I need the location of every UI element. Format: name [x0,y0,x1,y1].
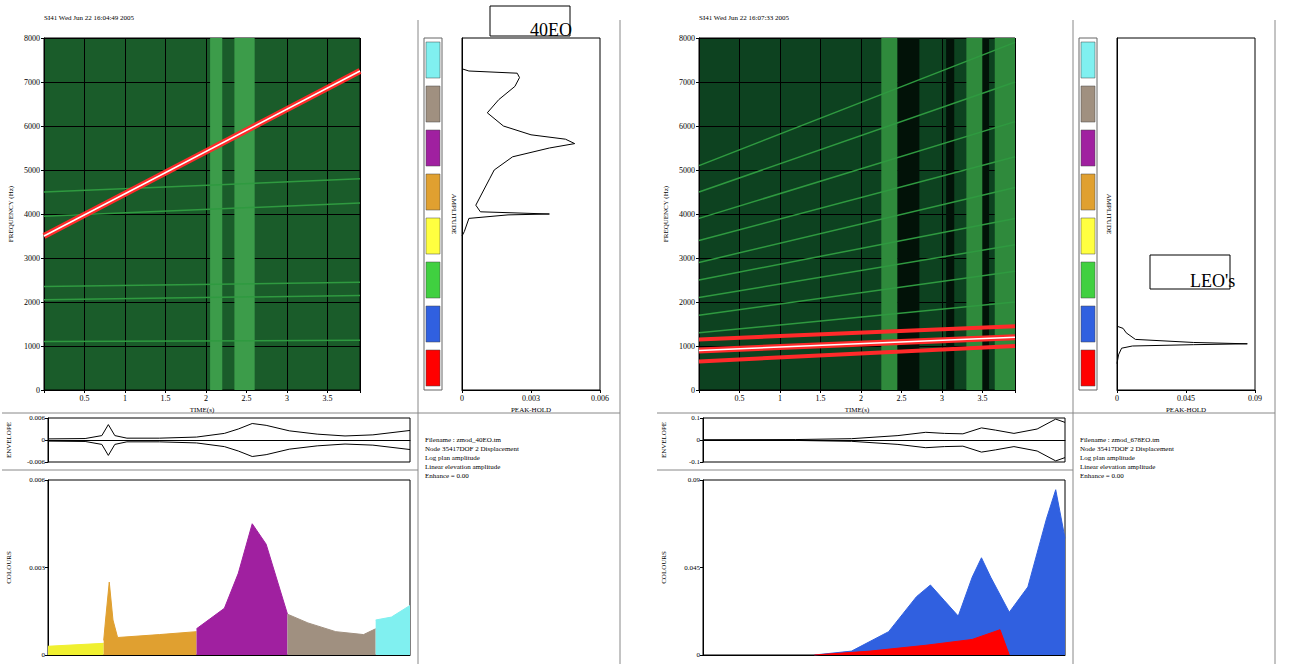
svg-text:0: 0 [697,651,701,659]
svg-text:0.003: 0.003 [522,394,540,403]
svg-text:2: 2 [204,394,208,403]
svg-text:1.5: 1.5 [816,394,826,403]
svg-text:0: 0 [36,386,40,395]
svg-text:0: 0 [460,394,464,403]
svg-text:3: 3 [285,394,289,403]
svg-text:2.5: 2.5 [897,394,907,403]
svg-text:40EO: 40EO [530,20,572,40]
svg-text:Node 35417DOF 2 Displacement: Node 35417DOF 2 Displacement [1080,445,1174,453]
svg-text:Linear elevation amplitude: Linear elevation amplitude [1080,463,1155,471]
svg-text:FREQUENCY (Hz): FREQUENCY (Hz) [7,185,15,242]
svg-text:TIME(s): TIME(s) [845,406,870,414]
svg-text:0.045: 0.045 [684,564,700,572]
svg-text:-0.1: -0.1 [689,458,701,466]
svg-text:Enhance = 0.00: Enhance = 0.00 [425,472,469,480]
svg-text:0.09: 0.09 [688,476,701,484]
svg-text:7000: 7000 [24,78,40,87]
svg-text:AMPLITUDE: AMPLITUDE [1105,194,1113,234]
svg-text:0.003: 0.003 [29,564,45,572]
svg-text:0.5: 0.5 [80,394,90,403]
svg-text:SI41 Wed Jun 22 16:07:33 2005: SI41 Wed Jun 22 16:07:33 2005 [699,14,790,22]
svg-text:8000: 8000 [679,34,695,43]
svg-text:LEO's: LEO's [1190,271,1235,291]
svg-text:0: 0 [691,386,695,395]
svg-text:1000: 1000 [679,342,695,351]
svg-text:2000: 2000 [24,298,40,307]
svg-text:0.006: 0.006 [29,414,45,422]
svg-text:1: 1 [123,394,127,403]
svg-text:2000: 2000 [679,298,695,307]
svg-text:ENVELOPE: ENVELOPE [660,422,668,458]
svg-text:1: 1 [778,394,782,403]
svg-text:5000: 5000 [679,166,695,175]
svg-text:Linear elevation amplitude: Linear elevation amplitude [425,463,500,471]
svg-text:COLOURS: COLOURS [660,551,668,584]
svg-text:Log plan amplitude: Log plan amplitude [425,454,480,462]
svg-text:1000: 1000 [24,342,40,351]
svg-text:3000: 3000 [679,254,695,263]
svg-text:Log plan amplitude: Log plan amplitude [1080,454,1135,462]
svg-text:2: 2 [859,394,863,403]
svg-text:2.5: 2.5 [242,394,252,403]
svg-text:0.006: 0.006 [29,476,45,484]
svg-text:FREQUENCY (Hz): FREQUENCY (Hz) [662,185,670,242]
svg-text:0: 0 [1115,394,1119,403]
svg-text:0: 0 [697,436,701,444]
svg-text:4000: 4000 [679,210,695,219]
svg-text:0.045: 0.045 [1177,394,1195,403]
svg-text:3.5: 3.5 [323,394,333,403]
svg-text:0.09: 0.09 [1248,394,1262,403]
svg-text:0.5: 0.5 [735,394,745,403]
svg-text:8000: 8000 [24,34,40,43]
svg-text:AMPLITUDE: AMPLITUDE [450,194,458,234]
svg-text:7000: 7000 [679,78,695,87]
svg-text:SI41 Wed Jun 22 16:04:49 2005: SI41 Wed Jun 22 16:04:49 2005 [44,14,135,22]
svg-text:Enhance = 0.00: Enhance = 0.00 [1080,472,1124,480]
svg-text:Filename : zmod_40EO.tm: Filename : zmod_40EO.tm [425,436,502,444]
svg-text:PEAK-HOLD: PEAK-HOLD [1166,406,1206,414]
svg-text:3.5: 3.5 [978,394,988,403]
svg-text:3000: 3000 [24,254,40,263]
svg-text:6000: 6000 [24,122,40,131]
svg-text:6000: 6000 [679,122,695,131]
svg-text:1.5: 1.5 [161,394,171,403]
svg-text:0.1: 0.1 [691,414,700,422]
svg-text:5000: 5000 [24,166,40,175]
svg-text:Filename : zmod_678EO.tm: Filename : zmod_678EO.tm [1080,436,1160,444]
svg-text:Node 35417DOF 2 Displacement: Node 35417DOF 2 Displacement [425,445,519,453]
svg-text:TIME(s): TIME(s) [190,406,215,414]
svg-text:-0.006: -0.006 [27,458,46,466]
svg-text:COLOURS: COLOURS [5,551,13,584]
svg-text:ENVELOPE: ENVELOPE [5,422,13,458]
svg-text:4000: 4000 [24,210,40,219]
svg-text:0: 0 [42,651,46,659]
svg-text:0: 0 [42,436,46,444]
svg-text:PEAK-HOLD: PEAK-HOLD [511,406,551,414]
svg-text:3: 3 [940,394,944,403]
svg-text:0.006: 0.006 [591,394,609,403]
